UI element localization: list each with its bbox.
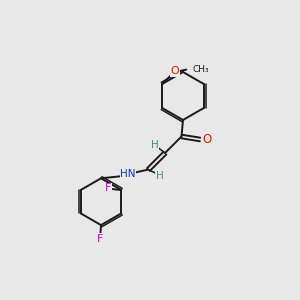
- Text: CH₃: CH₃: [193, 64, 209, 74]
- Text: O: O: [202, 133, 211, 146]
- Text: H: H: [151, 140, 158, 150]
- Text: O: O: [170, 66, 179, 76]
- Text: F: F: [97, 234, 103, 244]
- Text: H: H: [156, 171, 164, 181]
- Text: HN: HN: [120, 169, 136, 179]
- Text: F: F: [105, 184, 111, 194]
